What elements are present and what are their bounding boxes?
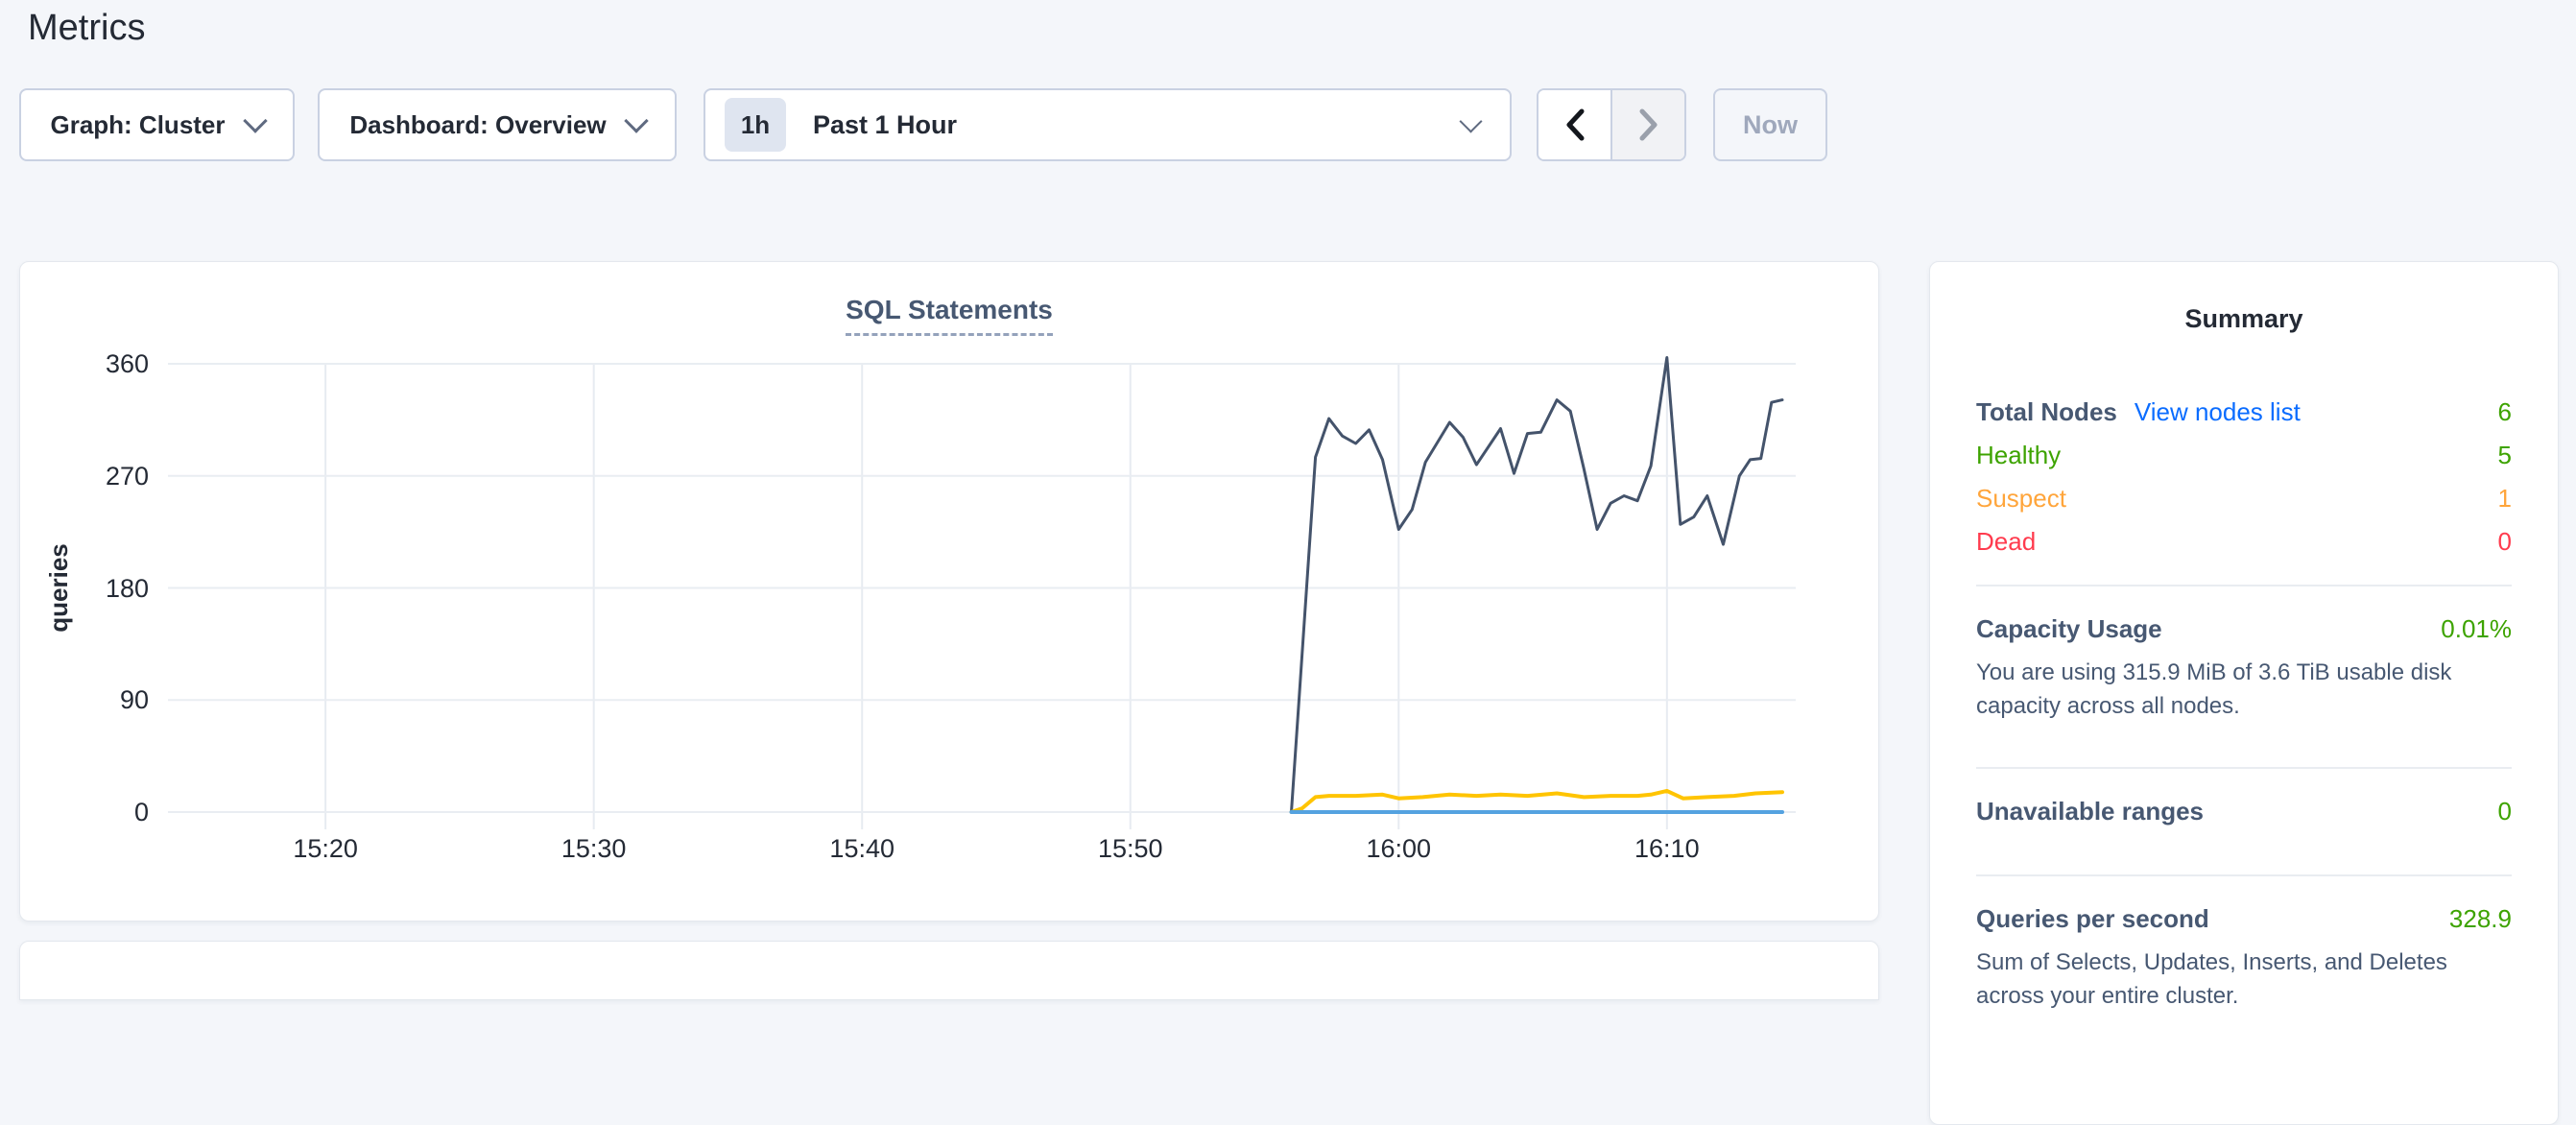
capacity-usage-value: 0.01%	[2441, 614, 2512, 643]
dead-label: Dead	[1976, 527, 2037, 556]
healthy-label: Healthy	[1976, 441, 2062, 469]
chevron-down-icon	[623, 108, 649, 133]
divider	[1976, 874, 2512, 876]
suspect-value: 1	[2497, 484, 2512, 513]
queries-per-second-value: 328.9	[2448, 904, 2512, 933]
suspect-label: Suspect	[1976, 484, 2066, 513]
plot-area[interactable]: queries 0 90 180 270 360 15:20 15:30 15:40 15:50…	[44, 349, 1796, 863]
unavailable-ranges-label: Unavailable ranges	[1976, 797, 2204, 826]
suspect-nodes-row: Suspect 1	[1976, 477, 2512, 520]
divider	[1976, 585, 2512, 586]
queries-per-second-description: Sum of Selects, Updates, Inserts, and De…	[1976, 949, 2447, 1009]
y-tick-label: 360	[105, 349, 149, 378]
chevron-down-icon	[242, 108, 268, 133]
capacity-usage-section: Capacity Usage 0.01% You are using 315.9…	[1976, 586, 2512, 746]
time-step-button-group	[1537, 88, 1686, 161]
x-tick-label: 15:20	[293, 834, 358, 863]
capacity-usage-description: You are using 315.9 MiB of 3.6 TiB usabl…	[1976, 659, 2452, 719]
dead-nodes-row: Dead 0	[1976, 520, 2512, 563]
chevron-down-icon	[1459, 108, 1483, 133]
queries-per-second-label: Queries per second	[1976, 904, 2209, 933]
graph-selector-dropdown[interactable]: Graph: Cluster	[19, 88, 295, 161]
unavailable-ranges-section: Unavailable ranges 0	[1976, 769, 2512, 853]
time-range-selector[interactable]: 1h Past 1 Hour	[704, 88, 1512, 161]
y-tick-label: 90	[119, 685, 149, 715]
node-status-rows: Total Nodes View nodes list 6 Healthy 5 …	[1976, 391, 2512, 563]
y-tick-label: 180	[105, 573, 149, 603]
next-chart-card-sliver	[19, 941, 1879, 1000]
total-nodes-label: Total Nodes	[1976, 397, 2117, 426]
unavailable-ranges-value: 0	[2497, 797, 2512, 826]
series-2-yellow	[1289, 788, 1784, 814]
time-step-forward-button[interactable]	[1612, 90, 1684, 159]
y-tick-label: 0	[133, 798, 149, 826]
x-tick-label: 16:10	[1634, 834, 1700, 863]
dashboard-selector-dropdown[interactable]: Dashboard: Overview	[318, 88, 677, 161]
x-tick-label: 15:30	[561, 834, 627, 863]
healthy-nodes-row: Healthy 5	[1976, 434, 2512, 477]
time-range-label: Past 1 Hour	[813, 109, 958, 139]
series-1-dark	[1290, 356, 1784, 814]
page-title: Metrics	[28, 8, 146, 48]
page: { "page": { "title": "Metrics" }, "toolb…	[19, 0, 2559, 1125]
healthy-value: 5	[2497, 441, 2512, 469]
capacity-usage-label: Capacity Usage	[1976, 614, 2162, 643]
view-nodes-list-link[interactable]: View nodes list	[2134, 397, 2301, 426]
chart-title[interactable]: SQL Statements	[846, 295, 1053, 336]
chevron-right-icon	[1639, 108, 1657, 141]
chart-title-row: SQL Statements	[20, 295, 1878, 336]
dead-value: 0	[2497, 527, 2512, 556]
sql-statements-chart-card: SQL Statements queries 0 90 180 270 360 15:20…	[19, 261, 1879, 922]
y-tick-label: 270	[105, 461, 149, 491]
dashboard-selector-label: Dashboard: Overview	[349, 109, 607, 139]
summary-panel: Summary Total Nodes View nodes list 6 He…	[1929, 261, 2559, 1125]
time-range-badge: 1h	[725, 98, 786, 152]
now-button[interactable]: Now	[1713, 88, 1827, 161]
total-nodes-row: Total Nodes View nodes list 6	[1976, 391, 2512, 434]
x-tick-label: 15:50	[1097, 834, 1163, 863]
chevron-left-icon	[1566, 108, 1584, 141]
time-step-back-button[interactable]	[1538, 90, 1612, 159]
page-header: Metrics	[28, 0, 145, 56]
graph-selector-label: Graph: Cluster	[50, 109, 226, 139]
metrics-toolbar: Graph: Cluster Dashboard: Overview 1h Pa…	[19, 88, 1827, 161]
queries-per-second-section: Queries per second 328.9 Sum of Selects,…	[1976, 876, 2512, 1013]
x-tick-label: 16:00	[1366, 834, 1432, 863]
total-nodes-value: 6	[2497, 397, 2512, 426]
divider	[1976, 767, 2512, 769]
summary-title: Summary	[2184, 304, 2303, 333]
x-tick-label: 15:40	[829, 834, 894, 863]
chart-canvas	[168, 356, 1796, 829]
